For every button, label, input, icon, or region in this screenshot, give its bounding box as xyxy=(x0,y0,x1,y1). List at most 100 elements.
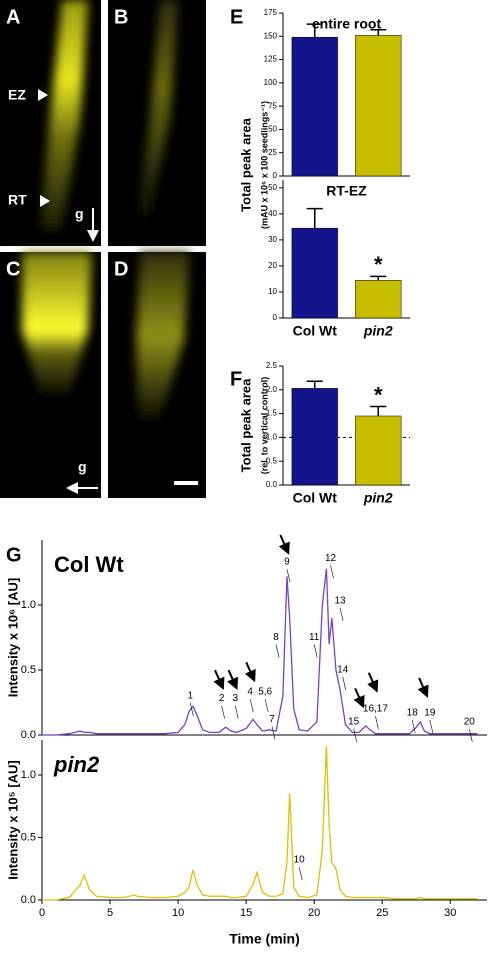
panel-letter: E xyxy=(230,6,243,28)
x-tick-label: Col Wt xyxy=(293,490,338,506)
panel-letter: D xyxy=(114,258,128,280)
y-tick-label: 40 xyxy=(268,209,277,218)
peak-label: 2 xyxy=(219,693,225,704)
y-tick-label: 175 xyxy=(264,8,278,17)
highlight-arrow xyxy=(353,687,365,709)
peak-label: 18 xyxy=(407,708,419,719)
peak-leader xyxy=(190,702,194,717)
error-bar xyxy=(306,207,323,229)
peak-leader xyxy=(275,644,280,658)
peak-leader xyxy=(264,699,269,713)
y-tick-label: 75 xyxy=(268,101,277,110)
y-tick-label: 150 xyxy=(264,31,278,40)
y-tick-label: 1.5 xyxy=(266,409,278,418)
y-tick-label: 0.5 xyxy=(21,664,36,676)
peak-leader xyxy=(353,728,357,743)
panel-letter: C xyxy=(6,258,20,280)
peak-label: 11 xyxy=(309,632,320,643)
image-panel-c xyxy=(0,252,101,498)
y-tick-label: 0.0 xyxy=(266,480,278,489)
image-panel-d xyxy=(108,252,206,498)
y-tick-label: 2.0 xyxy=(266,385,278,394)
error-bar xyxy=(370,275,387,281)
y-tick-label: 0.0 xyxy=(21,729,36,741)
peak-label: 1 xyxy=(188,691,194,702)
y-tick-label: 0 xyxy=(273,313,278,322)
y-tick-label: 0 xyxy=(273,171,278,180)
scale-bar xyxy=(174,481,198,485)
y-tick-label: 25 xyxy=(268,148,277,157)
chart-title: RT-EZ xyxy=(326,183,367,199)
y-tick-label: 0.0 xyxy=(21,894,36,906)
series-name: pin2 xyxy=(53,752,100,777)
peak-label: 5,6 xyxy=(258,687,272,698)
y-tick-label: 100 xyxy=(264,78,278,87)
y-axis-label: Total peak area xyxy=(238,378,253,472)
peak-label: 14 xyxy=(337,665,349,676)
error-bar xyxy=(306,23,323,38)
peak-leader xyxy=(249,699,254,713)
peak-label: 7 xyxy=(269,714,275,725)
x-axis-label: Time (min) xyxy=(229,931,300,947)
x-tick-label: pin2 xyxy=(363,323,393,339)
peak-leader xyxy=(234,705,239,719)
significance: * xyxy=(374,382,383,407)
peak-leader xyxy=(330,565,334,579)
peak-label: 19 xyxy=(424,708,436,719)
peak-label: 3 xyxy=(232,693,238,704)
panel-letter: F xyxy=(230,368,242,390)
panel-letter: B xyxy=(114,6,128,28)
peak-label: 9 xyxy=(284,557,290,568)
y-axis-label: Intensity x 10⁵ [AU] xyxy=(5,760,20,880)
peak-leader xyxy=(313,644,318,658)
y-tick-label: 0.5 xyxy=(21,831,36,843)
error-bar xyxy=(370,405,387,416)
chromatogram-line xyxy=(42,746,478,901)
peak-leader xyxy=(411,719,416,733)
x-tick-label: 10 xyxy=(172,907,184,919)
y-tick-label: 30 xyxy=(268,235,277,244)
chromatogram-line xyxy=(42,568,478,736)
y-tick-label: 50 xyxy=(268,183,277,192)
y-axis-label: (mAU x 10⁶ x 100 seedlings⁻¹) xyxy=(259,101,269,229)
y-tick-label: 1.0 xyxy=(21,769,36,781)
image-panel-b xyxy=(108,0,206,246)
peak-label: 16,17 xyxy=(363,704,388,715)
zone-label: RT xyxy=(8,192,27,208)
y-tick-label: 1.0 xyxy=(266,433,278,442)
peak-leader xyxy=(271,726,276,740)
highlight-arrow xyxy=(367,672,379,693)
x-tick-label: pin2 xyxy=(363,490,393,506)
x-tick-label: 5 xyxy=(107,907,113,919)
peak-label: 15 xyxy=(348,717,360,728)
peak-leader xyxy=(469,728,473,743)
series-name: Col Wt xyxy=(54,552,124,577)
pointer xyxy=(40,195,50,207)
highlight-arrow xyxy=(244,661,256,683)
peak-label: 20 xyxy=(464,717,476,728)
x-tick-label: 20 xyxy=(308,907,320,919)
y-tick-label: 125 xyxy=(264,55,278,64)
peak-leader xyxy=(286,569,291,583)
x-tick-label: 15 xyxy=(240,907,252,919)
peak-label: 12 xyxy=(325,553,337,564)
peak-leader xyxy=(339,608,344,622)
peak-label: 4 xyxy=(247,687,253,698)
zone-label: EZ xyxy=(8,87,26,103)
gravity-label: g xyxy=(78,459,87,475)
bar xyxy=(291,227,338,319)
y-axis-label: Total peak area xyxy=(238,117,253,211)
peak-label: 13 xyxy=(334,596,346,607)
gravity-label: g xyxy=(75,206,84,222)
y-tick-label: 10 xyxy=(268,287,277,296)
y-tick-label: 50 xyxy=(268,125,277,134)
y-tick-label: 20 xyxy=(268,261,277,270)
error-bar xyxy=(370,29,387,36)
highlight-arrow xyxy=(213,669,225,691)
highlight-arrow xyxy=(278,534,290,555)
peak-leader xyxy=(342,676,347,691)
peak-label: 10 xyxy=(294,855,306,866)
peak-label: 8 xyxy=(273,632,279,643)
y-axis-label: Intensity x 10⁶ [AU] xyxy=(5,578,20,697)
